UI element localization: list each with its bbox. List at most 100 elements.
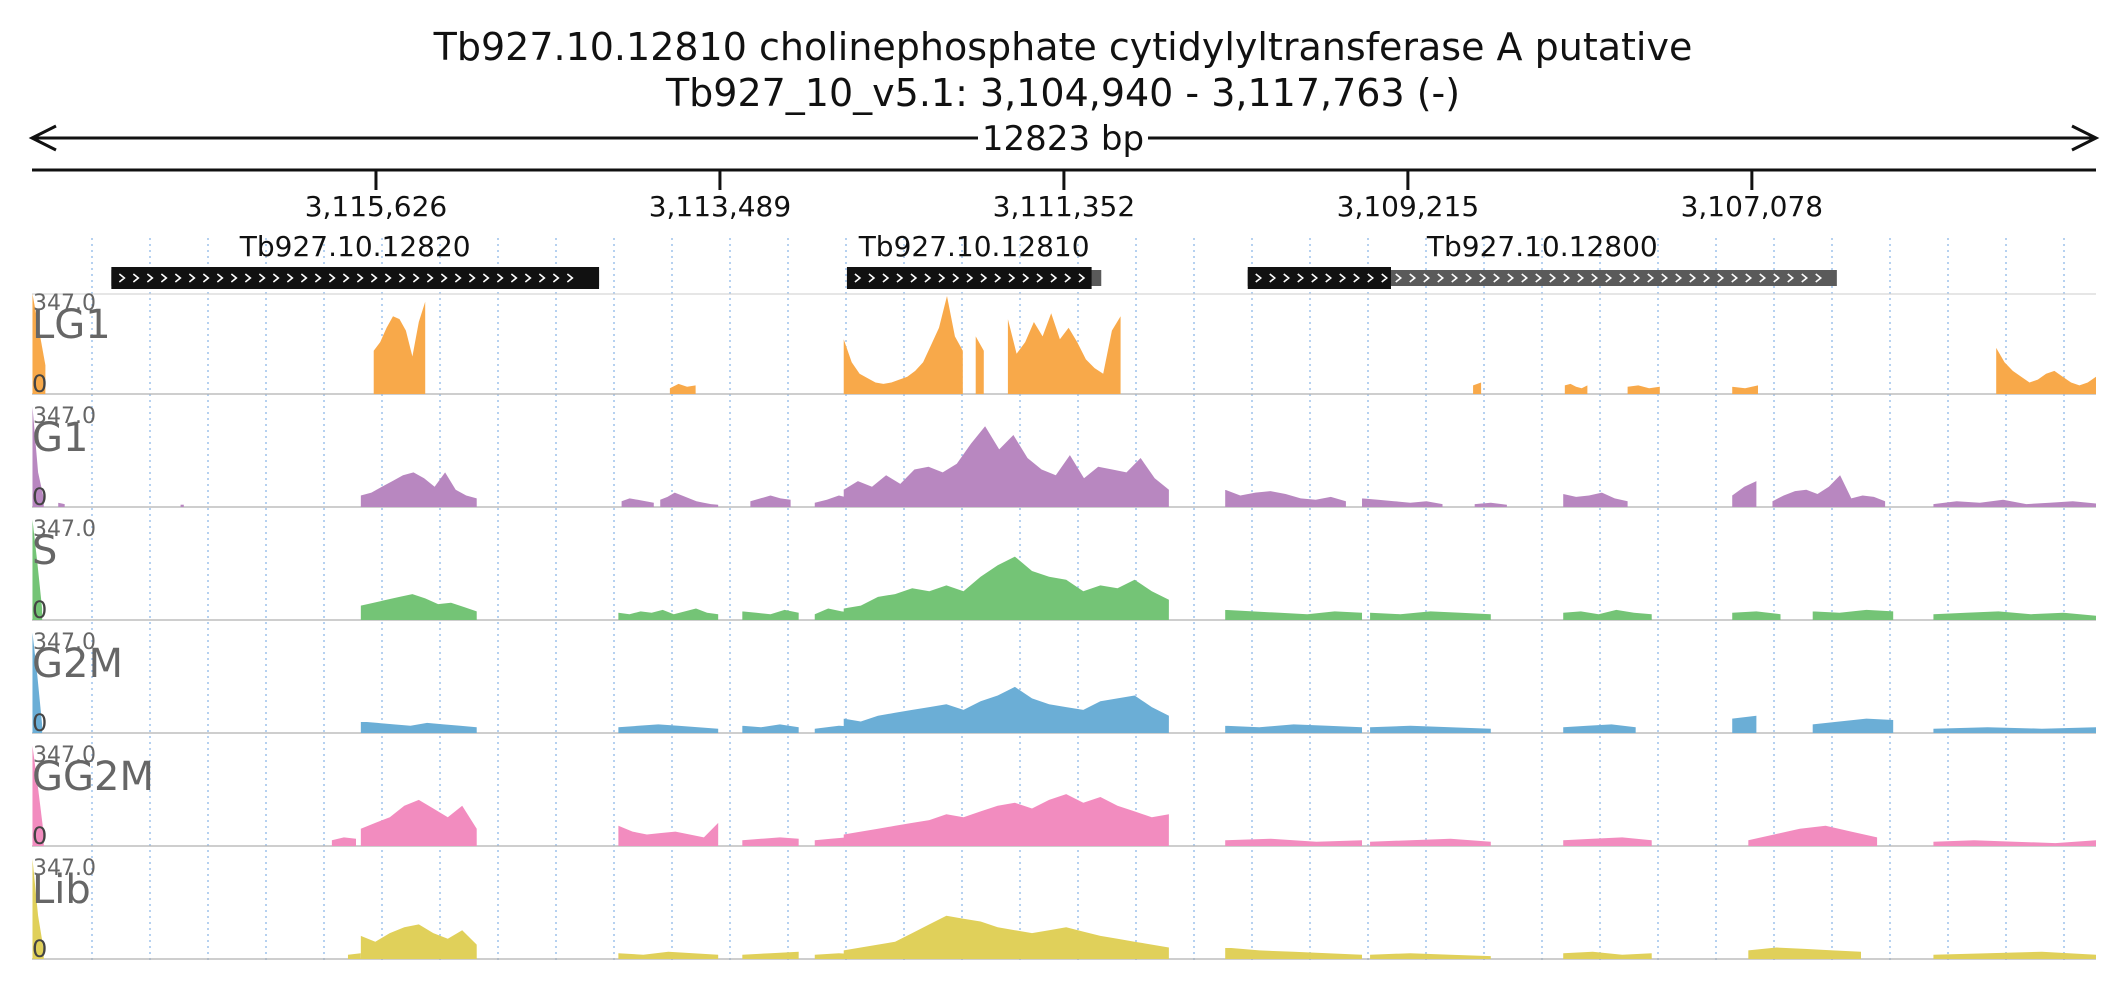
gene-tb927-10-12810[interactable]: Tb927.10.12810 [846,230,1102,289]
span-arrow: 12823 bp [28,118,2100,160]
coverage-area [32,520,43,620]
gene-cds [1247,267,1391,289]
coverage-area [1563,492,1628,507]
coverage-area [843,426,1169,507]
coverage-area [1933,951,2096,959]
coverage-area [58,502,65,507]
gene-label: Tb927.10.12810 [858,230,1090,263]
y-min-label: 0 [32,596,47,624]
coverage-area [1563,724,1636,733]
coverage-area [843,556,1169,620]
coverage-area [618,951,719,959]
gene-utr [1247,270,1837,286]
coverage-area [1933,499,2096,507]
track-name: GG2M [32,754,154,800]
y-max-label: 347.0 [33,517,96,542]
gene-cds [846,267,1092,289]
coverage-area [32,746,44,846]
chart-title: Tb927.10.12810 cholinephosphate cytidyly… [433,25,1693,69]
track-name: LG1 [32,302,111,348]
tick-label: 3,111,352 [993,190,1136,223]
coverage-area [32,859,44,959]
tick-label: 3,115,626 [305,190,448,223]
coverage-area [1732,481,1757,507]
coverage-area [1772,475,1886,507]
coverage-area [347,953,361,959]
y-min-label: 0 [32,935,47,963]
strand-chevrons [1255,273,1823,283]
coverage-area [1473,382,1482,394]
coverage-area [360,924,477,959]
y-min-label: 0 [32,370,47,398]
coverage-area [1748,825,1878,846]
y-max-label: 347.0 [33,856,96,881]
coverage-area [1563,951,1652,959]
coverage-area [1996,347,2096,394]
coverage-area [1732,715,1757,733]
coverage-area [843,794,1169,846]
coverage-area [1812,718,1894,733]
y-min-label: 0 [32,822,47,850]
coverage-area [1627,385,1660,394]
coverage-area [360,472,477,507]
tick-label: 3,109,215 [1337,190,1480,223]
tick-label: 3,113,489 [649,190,792,223]
gene-annotations: Tb927.10.12820 Tb927.10.12810 Tb927.10.128… [111,230,1837,289]
coverage-area [742,837,799,846]
coverage-area [360,594,477,620]
coverage-area [1225,838,1363,846]
coverage-area [1370,953,1491,959]
coverage-area [1564,383,1588,394]
gene-tb927-10-12820[interactable]: Tb927.10.12820 [111,230,600,289]
coverage-area [331,837,357,846]
coverage-area [1225,724,1363,733]
coverage-area [1748,947,1861,959]
coverage-area [1225,489,1346,507]
coverage-area [843,686,1169,733]
coverage-area [975,336,984,394]
coverage-area [843,296,963,394]
strand-chevrons [118,273,574,283]
coverage-area [1370,838,1491,846]
coverage-area [742,951,799,959]
coverage-area [1362,498,1443,507]
coverage-area [1732,385,1758,394]
coverage-area [1225,609,1363,620]
coverage-area [1933,840,2096,846]
coverage-area [1563,609,1652,620]
coverage-area [660,492,719,507]
track-s: 347.0S 0 [32,517,2096,624]
track-name: G2M [32,641,123,687]
coverage-area [1933,727,2096,733]
coverage-area [1563,837,1652,846]
y-min-label: 0 [32,709,47,737]
coverage-area [618,608,719,620]
coverage-area [32,633,43,733]
x-axis-ticks: 3,115,626 3,113,489 3,111,352 3,109,215 3,10… [305,170,1823,223]
coverage-area [742,609,799,620]
gene-cds [111,267,600,289]
span-label: 12823 bp [982,119,1144,159]
coverage-area [1225,947,1363,959]
coverage-area [360,721,477,733]
coverage-area [360,799,477,846]
coverage-area [1007,313,1121,394]
track-name: Lib [32,867,91,913]
coverage-area [1370,611,1491,620]
coverage-area [669,383,696,394]
coverage-area [32,294,46,394]
y-min-label: 0 [32,483,47,511]
gene-tb927-10-12800[interactable]: Tb927.10.12800 [1247,230,1837,289]
track-name: S [32,528,57,574]
track-g1: 347.0G1 0 [32,404,2096,511]
y-max-label: 347.0 [33,743,96,768]
coverage-area [750,495,791,507]
coverage-area [180,504,184,507]
y-max-label: 347.0 [33,404,96,429]
